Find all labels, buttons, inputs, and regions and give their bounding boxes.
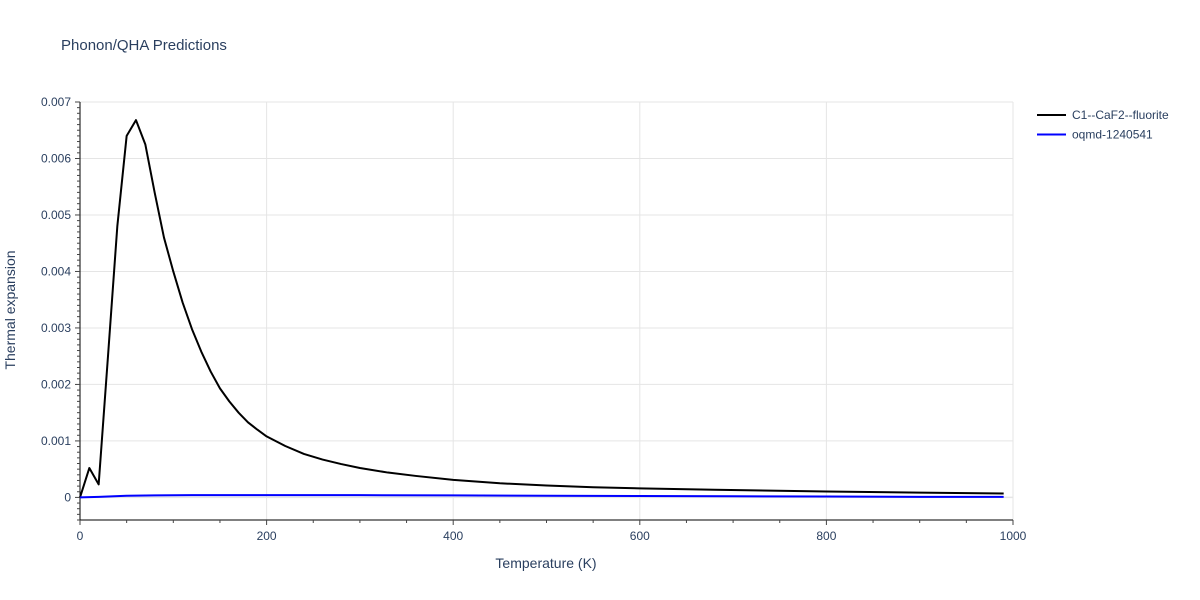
x-tick-label: 0 <box>77 529 84 543</box>
legend-item[interactable]: oqmd-1240541 <box>1037 128 1153 142</box>
y-tick-label: 0.002 <box>41 377 71 391</box>
y-tick-label: 0 <box>64 490 71 504</box>
x-tick-label: 1000 <box>1000 529 1027 543</box>
y-tick-label: 0.003 <box>41 321 71 335</box>
chart-title: Phonon/QHA Predictions <box>61 37 227 54</box>
legend-label: oqmd-1240541 <box>1072 128 1153 142</box>
series-line <box>79 494 1004 499</box>
axes <box>75 101 1014 525</box>
y-tick-label: 0.004 <box>41 264 71 278</box>
series-lines <box>79 119 1004 499</box>
y-axis-title: Thermal expansion <box>2 250 18 369</box>
y-tick-label: 0.006 <box>41 151 71 165</box>
legend[interactable]: C1--CaF2--fluorite oqmd-1240541 <box>1037 108 1169 142</box>
x-tick-label: 200 <box>257 529 277 543</box>
grid <box>80 101 1014 520</box>
x-tick-label: 800 <box>816 529 836 543</box>
y-tick-label: 0.001 <box>41 434 71 448</box>
legend-label: C1--CaF2--fluorite <box>1072 108 1169 122</box>
tick-labels: 0 200 400 600 800 1000 0 0.001 0.002 0.003 0.004 0.… <box>41 95 1027 543</box>
x-axis-title: Temperature (K) <box>495 555 596 571</box>
x-tick-label: 600 <box>630 529 650 543</box>
y-tick-label: 0.007 <box>41 95 71 109</box>
y-tick-label: 0.005 <box>41 208 71 222</box>
series-line <box>79 119 1004 498</box>
x-tick-label: 400 <box>443 529 463 543</box>
legend-item[interactable]: C1--CaF2--fluorite <box>1037 108 1169 122</box>
